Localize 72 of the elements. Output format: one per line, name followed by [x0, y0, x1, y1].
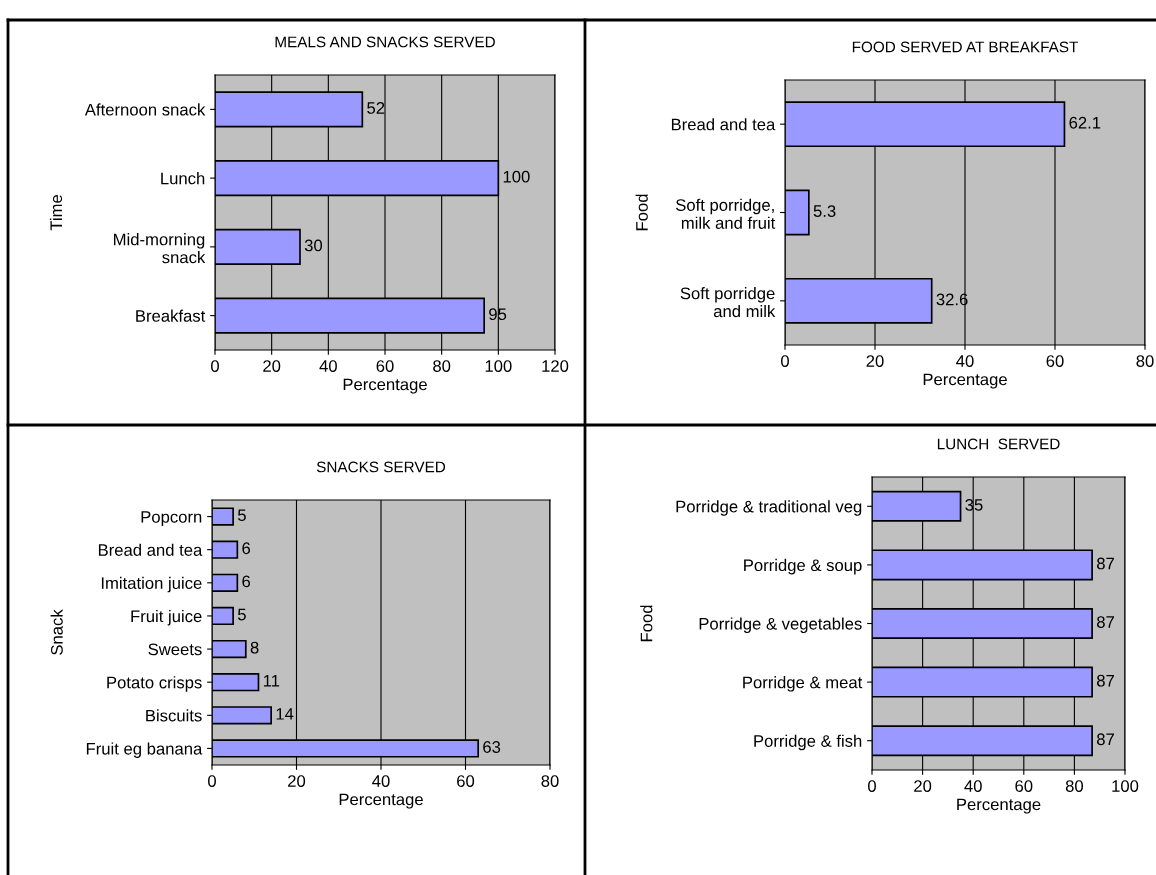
x-axis-title: Percentage [923, 373, 1007, 389]
x-tick-label: 40 [964, 780, 982, 792]
y-axis-title: Snack [50, 609, 63, 655]
y-axis-title: Food [640, 605, 653, 642]
data-label: 11 [263, 675, 280, 687]
x-tick-label: 0 [868, 780, 876, 792]
y-tick-label: Soft porridge and milk [680, 287, 776, 318]
y-tick-label: Imitation juice [101, 576, 202, 593]
data-label: 5 [237, 509, 246, 522]
y-tick-label: Porridge & traditional veg [676, 500, 862, 516]
x-tick-label: 40 [319, 360, 337, 372]
x-axis-title: Percentage [339, 793, 423, 809]
x-tick-label: 60 [376, 360, 394, 372]
data-label: 87 [1097, 557, 1114, 570]
data-label: 87 [1097, 616, 1114, 628]
chart-title: FOOD SERVED AT BREAKFAST [852, 41, 1079, 53]
y-tick-label: Bread and tea [671, 118, 776, 131]
x-tick-label: 20 [288, 775, 306, 787]
x-tick-label: 80 [1136, 355, 1154, 367]
y-tick-label: Sweets [148, 643, 202, 656]
x-axis-title: Percentage [343, 378, 427, 394]
data-label: 5.3 [813, 205, 836, 217]
chart-title: LUNCH SERVED [937, 438, 1060, 450]
chart-title: SNACKS SERVED [316, 461, 446, 473]
data-label: 5 [237, 608, 246, 621]
chart-title: MEALS AND SNACKS SERVED [275, 36, 495, 48]
y-tick-label: Afternoon snack [84, 103, 206, 116]
data-label: 6 [242, 542, 251, 555]
x-tick-label: 60 [1046, 355, 1064, 367]
data-label: 14 [276, 708, 294, 720]
y-tick-label: Mid-morning snack [114, 233, 206, 264]
y-tick-label: Porridge & vegetables [699, 617, 862, 633]
x-tick-label: 60 [1015, 780, 1033, 792]
x-tick-label: 40 [956, 355, 974, 367]
x-tick-label: 0 [211, 360, 219, 372]
data-label: 87 [1097, 733, 1114, 746]
x-tick-label: 20 [866, 355, 884, 367]
y-tick-label: Soft porridge, milk and fruit [675, 198, 776, 229]
y-axis-title: Food [635, 194, 648, 231]
y-tick-label: Porridge & soup [744, 558, 862, 575]
y-tick-label: Biscuits [146, 709, 202, 722]
x-tick-label: 20 [263, 360, 281, 372]
x-tick-label: 80 [541, 775, 559, 787]
y-tick-label: Porridge & fish [754, 734, 862, 751]
data-label: 62.1 [1069, 116, 1101, 129]
data-label: 8 [250, 641, 259, 654]
y-tick-label: Popcorn [141, 511, 202, 527]
x-tick-label: 20 [914, 780, 932, 792]
y-axis-title: Time [49, 195, 63, 231]
data-label: 87 [1097, 674, 1114, 687]
y-tick-label: Bread and tea [98, 543, 203, 556]
x-tick-label: 120 [542, 360, 569, 372]
y-tick-label: Porridge & meat [743, 676, 863, 692]
x-tick-label: 80 [433, 360, 451, 372]
x-tick-label: 0 [781, 355, 789, 367]
x-tick-label: 40 [372, 775, 390, 787]
x-tick-label: 60 [457, 775, 475, 787]
data-label: 100 [503, 170, 530, 183]
y-tick-label: Lunch [161, 172, 205, 185]
x-tick-label: 0 [208, 775, 216, 787]
x-tick-label: 100 [1112, 780, 1139, 792]
x-tick-label: 100 [485, 360, 512, 372]
y-tick-label: Breakfast [136, 309, 206, 322]
x-axis-title: Percentage [957, 798, 1041, 814]
y-tick-label: Potato crisps [107, 676, 202, 692]
data-label: 52 [367, 102, 385, 114]
data-label: 30 [304, 239, 323, 252]
data-label: 63 [483, 741, 501, 753]
data-label: 6 [242, 575, 251, 588]
x-tick-label: 80 [1065, 780, 1084, 792]
y-tick-label: Fruit eg banana [86, 742, 203, 758]
y-tick-label: Fruit juice [131, 609, 202, 626]
